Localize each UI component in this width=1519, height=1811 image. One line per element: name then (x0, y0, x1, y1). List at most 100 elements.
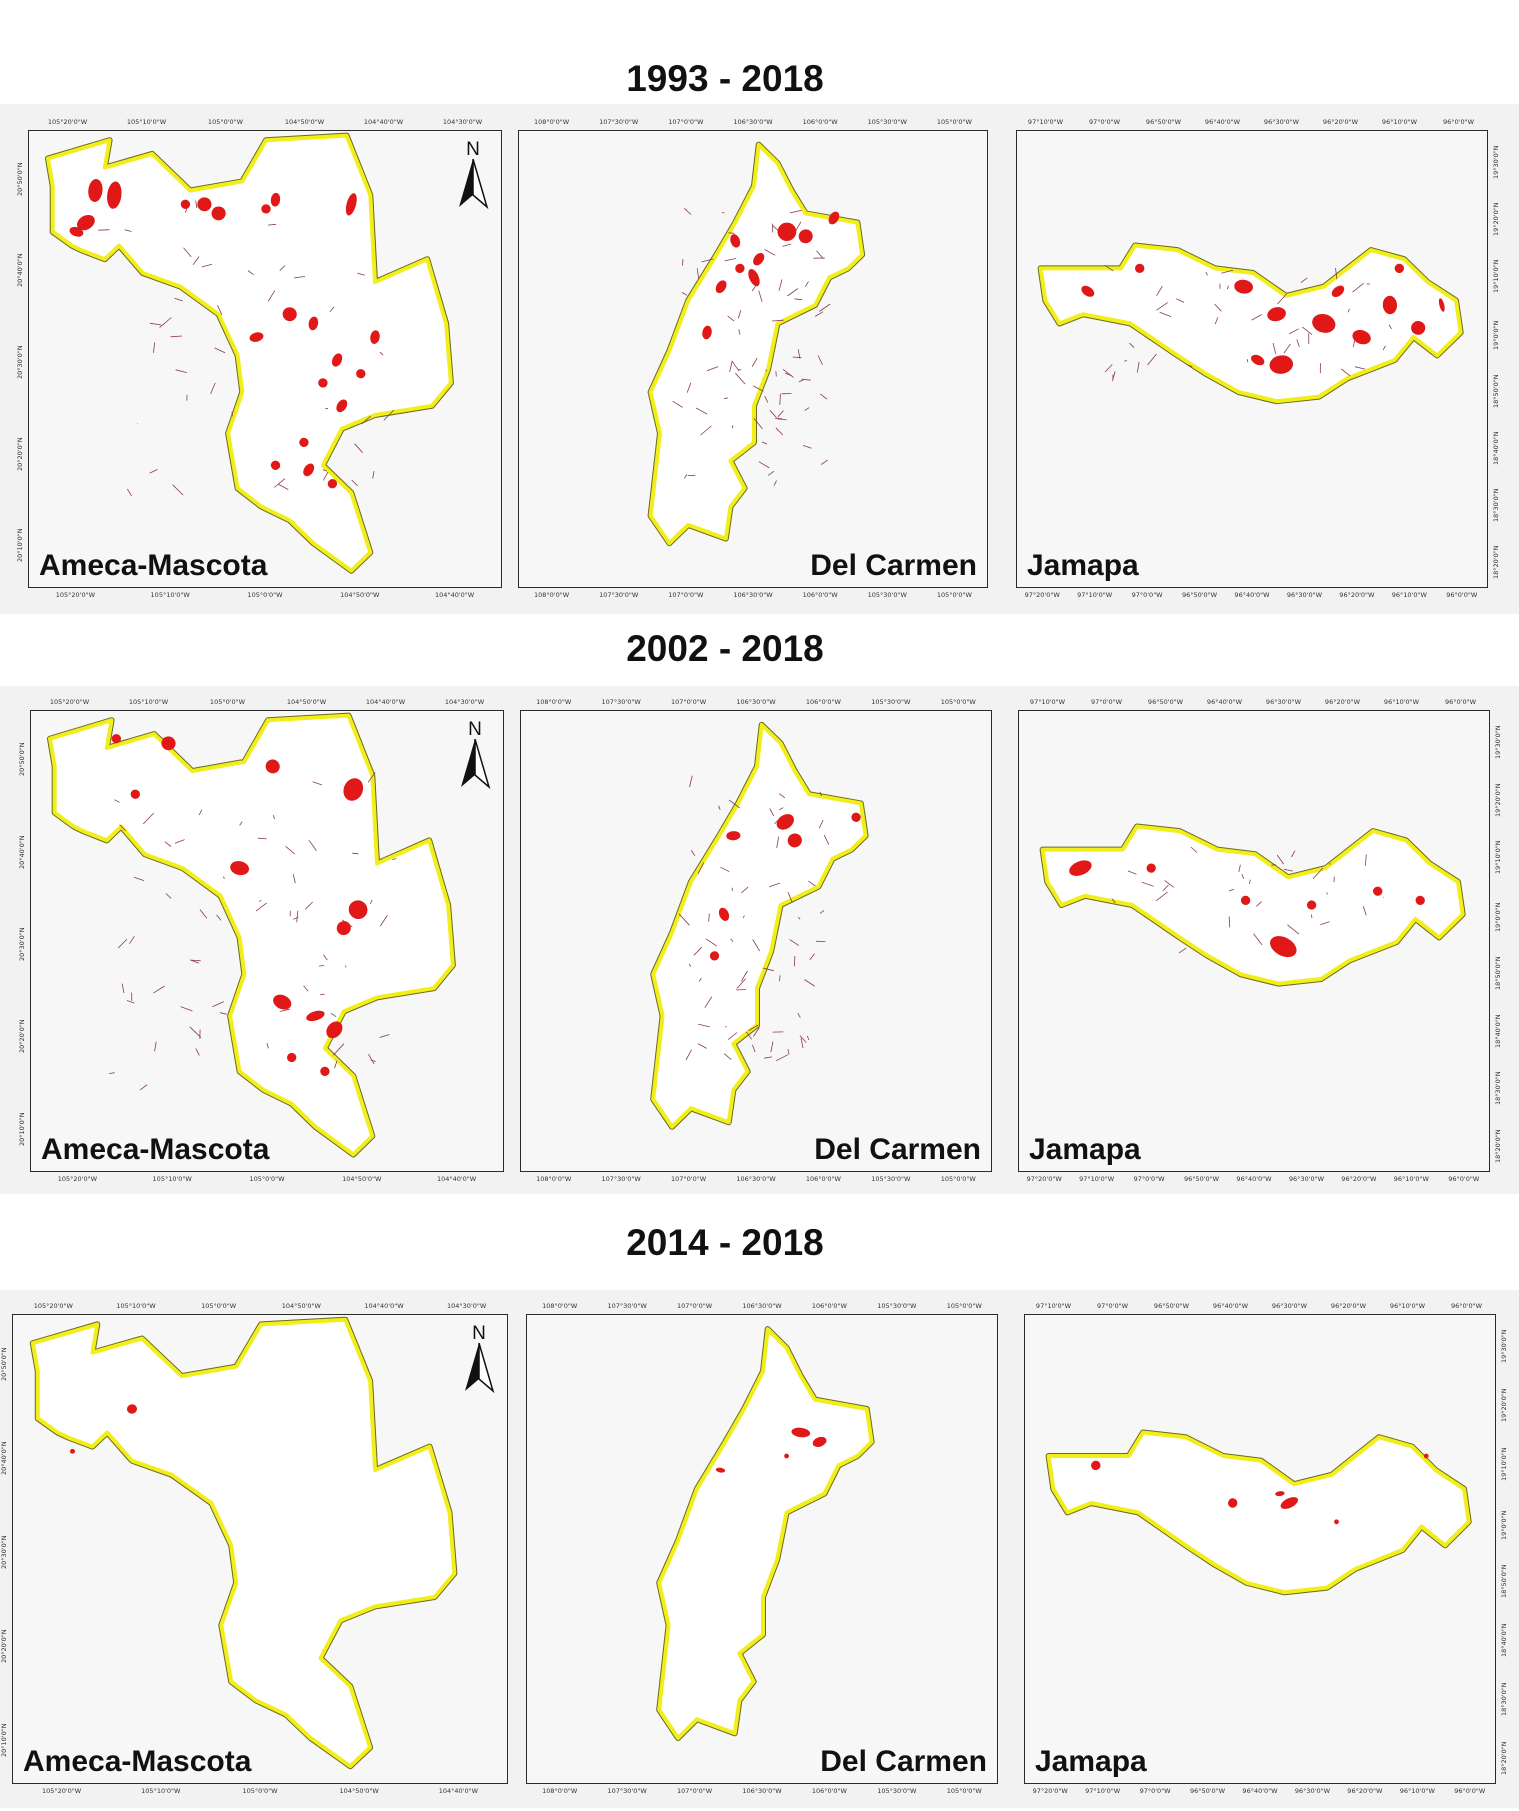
change-patch (1275, 1491, 1285, 1497)
change-patch (336, 921, 351, 936)
stream-line (320, 993, 325, 996)
stream-line (1287, 924, 1300, 935)
change-patch (726, 831, 741, 841)
latitude-tick-label: 19°30'0"N (1500, 1329, 1508, 1364)
stream-line (1354, 366, 1366, 370)
longitude-tick-label: 96°0'0"W (1454, 1787, 1486, 1795)
latitude-tick-label: 20°30'0"N (16, 345, 24, 379)
latitude-tick-label: 18°40'0"N (1494, 1014, 1502, 1048)
watershed-map (29, 1316, 458, 1770)
stream-line (195, 1048, 200, 1056)
latitude-tick-label: 18°30'0"N (1494, 1071, 1502, 1106)
longitude-tick-label: 97°0'0"W (1133, 1175, 1165, 1183)
stream-line (720, 866, 730, 873)
stream-line (729, 361, 733, 372)
stream-line (201, 263, 213, 268)
stream-line (357, 272, 365, 276)
stream-line (1296, 339, 1300, 347)
stream-line (1302, 326, 1313, 335)
longitude-tick-label: 105°30'0"W (877, 1787, 917, 1795)
map-panel-del-carmen: Del Carmen (526, 1314, 998, 1784)
map-panel-jamapa: Jamapa (1016, 130, 1488, 588)
stream-line (1111, 898, 1116, 904)
stream-line (1155, 891, 1168, 902)
stream-line (279, 265, 286, 271)
longitude-tick-label: 105°0'0"W (247, 591, 283, 599)
stream-line (689, 775, 693, 788)
stream-line (217, 305, 223, 315)
change-patch (70, 1448, 75, 1454)
longitude-tick-label: 96°40'0"W (1234, 591, 1270, 599)
stream-line (809, 953, 815, 961)
stream-line (706, 366, 719, 372)
longitude-tick-label: 105°30'0"W (871, 698, 911, 706)
stream-line (686, 382, 692, 393)
change-patch (1146, 863, 1156, 873)
stream-line (793, 955, 796, 967)
stream-line (808, 880, 816, 887)
stream-line (1162, 884, 1169, 892)
stream-line (149, 322, 162, 326)
stream-line (696, 407, 708, 415)
longitude-tick-label: 105°30'0"W (867, 118, 907, 126)
longitude-tick-label: 105°30'0"W (871, 1175, 911, 1183)
stream-line (779, 975, 781, 982)
stream-line (323, 954, 328, 961)
change-patch (1228, 1498, 1238, 1508)
longitude-tick-label: 107°30'0"W (601, 1175, 641, 1183)
stream-line (322, 469, 327, 472)
longitude-tick-label: 96°30'0"W (1263, 118, 1300, 126)
stream-line (159, 317, 172, 328)
stream-line (787, 892, 793, 903)
latitude-tick-label: 20°20'0"N (18, 1019, 26, 1054)
longitude-tick-label: 104°30'0"W (444, 698, 485, 706)
stream-line (267, 223, 277, 226)
watershed-label: Jamapa (1027, 549, 1139, 582)
change-patch (787, 833, 802, 848)
longitude-tick-label: 96°30'0"W (1294, 1787, 1331, 1795)
stream-line (741, 886, 749, 894)
longitude-tick-label: 96°20'0"W (1324, 698, 1361, 706)
stream-line (685, 1049, 692, 1061)
stream-line (782, 243, 792, 247)
stream-line (344, 965, 347, 968)
longitude-tick-label: 96°40'0"W (1206, 698, 1243, 706)
latitude-tick-label: 18°20'0"N (1492, 545, 1500, 580)
north-label: N (466, 139, 480, 160)
map-panel-ameca-mascota: Ameca-Mascota N (28, 130, 502, 588)
longitude-tick-label: 104°50'0"W (286, 698, 327, 706)
longitude-tick-label: 96°10'0"W (1391, 591, 1427, 599)
map-row: Ameca-Mascota N 105°20'0"W 105°10'0"W 105°0'… (0, 1290, 1519, 1808)
stream-line (1112, 371, 1116, 379)
stream-line (1228, 916, 1231, 928)
stream-line (801, 378, 811, 381)
longitude-tick-label: 107°0'0"W (670, 1175, 707, 1183)
stream-line (139, 1084, 148, 1091)
stream-line (174, 297, 183, 302)
change-patch (308, 316, 319, 331)
stream-line (764, 249, 776, 256)
stream-line (776, 836, 780, 849)
watershed-boundary (657, 1327, 874, 1740)
longitude-tick-label: 105°20'0"W (33, 1302, 73, 1310)
stream-line (164, 841, 172, 847)
stream-line (1249, 879, 1251, 884)
longitude-tick-label: 97°0'0"W (1097, 1302, 1128, 1310)
watershed-boundary (30, 1317, 457, 1769)
map-row: Ameca-Mascota N 105°20'0"W 105°10'0"W 105°0'… (0, 104, 1519, 614)
longitude-tick-label: 96°0'0"W (1446, 591, 1478, 599)
watershed-map (47, 712, 456, 1158)
stream-line (277, 483, 289, 490)
stream-line (361, 415, 371, 425)
change-patch (851, 812, 861, 822)
change-patch (1280, 1497, 1298, 1509)
map-row: Ameca-Mascota N 105°20'0"W 105°10'0"W 105°0'… (0, 686, 1519, 1194)
change-patch (1306, 900, 1317, 910)
stream-line (1141, 881, 1154, 887)
stream-line (239, 821, 243, 826)
stream-line (1365, 854, 1367, 866)
stream-line (191, 959, 201, 962)
change-patch (1251, 354, 1265, 366)
longitude-tick-label: 106°0'0"W (802, 118, 838, 126)
change-patch (1352, 329, 1371, 345)
